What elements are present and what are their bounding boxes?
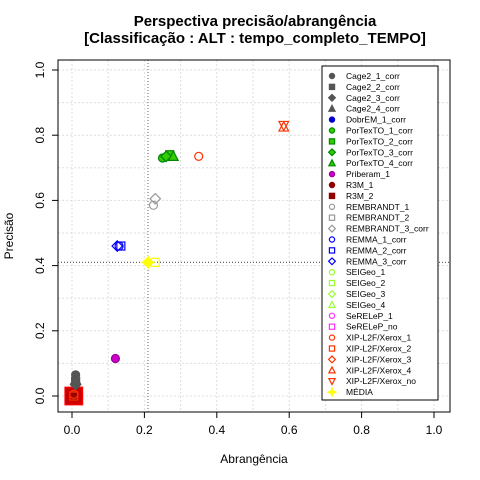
legend-marker xyxy=(328,181,336,189)
legend-label: REMBRANDT_3_corr xyxy=(346,224,429,234)
y-tick-label: 0.2 xyxy=(33,322,47,339)
legend-label: Cage2_1_corr xyxy=(346,71,400,81)
y-tick-label: 0.8 xyxy=(33,127,47,144)
legend: Cage2_1_corrCage2_2_corrCage2_3_corrCage… xyxy=(321,65,439,401)
data-point xyxy=(69,373,82,385)
legend-marker xyxy=(328,236,336,243)
legend-marker xyxy=(328,334,336,341)
data-point xyxy=(167,149,180,161)
legend-marker xyxy=(328,170,336,178)
legend-marker xyxy=(327,355,337,364)
legend-marker xyxy=(328,192,336,200)
legend-label: XIP-L2F/Xerox_4 xyxy=(346,365,411,375)
legend-label: REMMA_3_corr xyxy=(346,256,407,266)
legend-label: R3M_1 xyxy=(346,180,374,190)
y-axis-label: Precisão xyxy=(2,212,16,259)
legend-label: SEIGeo_2 xyxy=(346,278,385,288)
y-tick-label: 1.0 xyxy=(33,61,47,78)
data-point xyxy=(277,120,290,132)
legend-label: DobrEM_1_corr xyxy=(346,115,406,125)
legend-label: PorTexTO_4_corr xyxy=(346,158,413,168)
legend-marker xyxy=(328,127,336,134)
plot-frame xyxy=(57,59,451,413)
legend-marker xyxy=(327,257,337,266)
legend-marker xyxy=(328,72,336,80)
legend-label: Cage2_4_corr xyxy=(346,104,400,114)
x-tick-label: 0.0 xyxy=(64,423,81,437)
legend-marker xyxy=(328,269,336,276)
data-point xyxy=(110,353,121,364)
legend-label: SEIGeo_4 xyxy=(346,300,385,310)
legend-label: XIP-L2F/Xerox_3 xyxy=(346,354,411,364)
axis-ticks: 0.0 0.2 0.4 0.6 0.8 1.0 0.0 0.2 0.4 0.6 0.8 1.0 xyxy=(33,61,443,437)
legend-label: SeRELeP_1 xyxy=(346,311,393,321)
legend-label: XIP-L2F/Xerox_1 xyxy=(346,333,411,343)
reference-lines xyxy=(58,60,450,412)
data-points xyxy=(64,120,334,406)
legend-marker xyxy=(328,214,336,221)
legend-marker xyxy=(327,300,337,309)
legend-label: XIP-L2F/Xerox_no xyxy=(346,376,416,386)
legend-label: Priberam_1 xyxy=(346,169,390,179)
legend-label: REMBRANDT_2 xyxy=(346,213,410,223)
legend-label: SeRELeP_no xyxy=(346,322,398,332)
legend-marker xyxy=(328,138,336,145)
x-tick-label: 0.4 xyxy=(208,423,225,437)
data-point xyxy=(111,239,124,253)
y-tick-label: 0.6 xyxy=(33,192,47,209)
data-point xyxy=(149,192,162,205)
legend-label: R3M_2 xyxy=(346,191,374,201)
legend-label: Cage2_3_corr xyxy=(346,93,400,103)
x-axis-label: Abrangência xyxy=(220,452,288,466)
legend-marker xyxy=(327,289,337,299)
legend-marker xyxy=(326,386,338,398)
legend-label: REMBRANDT_1 xyxy=(346,202,410,212)
data-point xyxy=(148,200,159,210)
legend-label: PorTexTO_2_corr xyxy=(346,136,413,146)
legend-marker xyxy=(327,148,337,157)
x-tick-label: 0.6 xyxy=(281,423,298,437)
legend-marker xyxy=(328,279,336,287)
legend-marker xyxy=(328,203,336,210)
legend-marker xyxy=(328,247,336,254)
legend-label: Cage2_2_corr xyxy=(346,82,400,92)
data-point-average xyxy=(150,257,160,267)
legend-marker xyxy=(328,312,336,319)
legend-marker xyxy=(327,104,337,112)
chart-title: Perspectiva precisão/abrangência xyxy=(134,13,377,30)
legend-label: SEIGeo_1 xyxy=(346,267,385,277)
legend-marker xyxy=(328,323,336,330)
legend-marker xyxy=(328,83,336,91)
x-tick-label: 0.8 xyxy=(353,423,370,437)
legend-label: SEIGeo_3 xyxy=(346,289,385,299)
legend-marker xyxy=(327,365,337,374)
legend-label: REMMA_2_corr xyxy=(346,245,407,255)
legend-label: XIP-L2F/Xerox_2 xyxy=(346,344,411,354)
legend-label: MÉDIA xyxy=(346,387,373,397)
legend-box xyxy=(321,65,439,401)
legend-label: REMMA_1_corr xyxy=(346,235,407,245)
legend-label: PorTexTO_3_corr xyxy=(346,147,413,157)
data-point xyxy=(69,391,79,401)
y-tick-label: 0.4 xyxy=(33,257,47,274)
data-point xyxy=(116,241,126,251)
legend-label: PorTexTO_1_corr xyxy=(346,126,413,136)
legend-marker xyxy=(327,224,337,233)
legend-marker xyxy=(327,93,337,103)
chart-subtitle: [Classificação : ALT : tempo_completo_TE… xyxy=(84,30,426,47)
legend-marker xyxy=(327,158,337,167)
legend-marker xyxy=(328,116,336,123)
x-tick-label: 1.0 xyxy=(426,423,443,437)
legend-marker xyxy=(327,378,337,386)
data-point xyxy=(194,151,204,161)
legend-marker xyxy=(328,345,336,352)
x-tick-label: 0.2 xyxy=(136,423,153,437)
y-tick-label: 0.0 xyxy=(33,387,47,404)
